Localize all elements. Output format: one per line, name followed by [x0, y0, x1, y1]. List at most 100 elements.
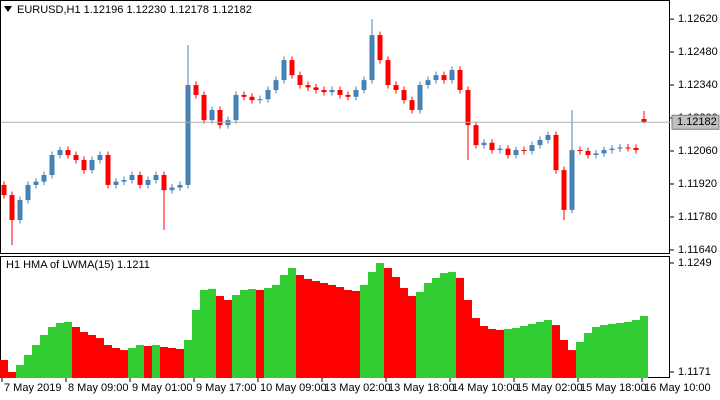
candle-body: [529, 145, 535, 151]
histogram-bar: [528, 323, 536, 378]
candle-body: [1, 184, 7, 196]
indicator-title: H1 HMA of LWMA(15) 1.1211: [6, 259, 150, 271]
candle-body: [377, 35, 383, 61]
histogram-bar: [224, 300, 232, 378]
candle-body: [401, 89, 407, 101]
candle-body: [313, 87, 319, 90]
candle-body: [169, 187, 175, 191]
histogram-bar: [504, 328, 512, 378]
candle-body: [289, 60, 295, 76]
y-tick-label: 1.11920: [678, 178, 717, 190]
histogram-bar: [624, 321, 632, 378]
y-tick-label: 1.11640: [678, 244, 717, 256]
histogram-bar: [256, 289, 264, 378]
histogram-bar: [520, 326, 528, 378]
histogram-bar: [512, 327, 520, 378]
histogram-bar: [104, 345, 112, 378]
histogram-bar: [24, 354, 32, 378]
candle-body: [625, 147, 631, 149]
candle-body: [433, 75, 439, 81]
histogram-bar: [264, 288, 272, 378]
price-label-box: [671, 114, 720, 130]
candle-body: [177, 184, 183, 188]
histogram-bar: [136, 345, 144, 378]
candle-body: [49, 155, 55, 176]
candle-body: [385, 60, 391, 86]
candle-body: [121, 179, 127, 182]
histogram-bar: [128, 347, 136, 378]
histogram-bar: [576, 341, 584, 378]
histogram-bar: [184, 339, 192, 378]
candle-body: [369, 35, 375, 81]
candle-body: [601, 150, 607, 154]
candle-body: [609, 148, 615, 151]
candle-body: [105, 155, 111, 185]
candle-body: [17, 199, 23, 221]
histogram-bar: [360, 284, 368, 378]
candle-body: [41, 175, 47, 182]
histogram-bar: [584, 333, 592, 378]
histogram-bar: [304, 278, 312, 378]
histogram-bar: [352, 290, 360, 378]
x-tick-label: 15 May 02:00: [516, 382, 583, 394]
histogram-bar: [336, 287, 344, 378]
x-tick-label: 15 May 18:00: [580, 382, 647, 394]
candle-body: [297, 75, 303, 86]
candle-body: [353, 89, 359, 97]
histogram-bar: [8, 371, 16, 378]
histogram-bar: [608, 323, 616, 378]
histogram-bar: [392, 276, 400, 378]
histogram-bar: [152, 345, 160, 378]
x-tick-label: 16 May 10:00: [644, 382, 711, 394]
histogram-bar: [600, 325, 608, 378]
candle-body: [505, 148, 511, 156]
histogram-bar: [408, 295, 416, 378]
x-tick-label: 10 May 09:00: [260, 382, 327, 394]
histogram-bar: [160, 346, 168, 378]
candle-body: [9, 195, 15, 221]
histogram-bar: [232, 294, 240, 378]
y-tick-label: 1.11780: [678, 211, 717, 223]
histogram-bar: [432, 277, 440, 378]
candle-body: [97, 155, 103, 160]
candle-body: [265, 89, 271, 100]
candle-body: [281, 60, 287, 81]
candle-body: [337, 89, 343, 95]
histogram-bar: [616, 322, 624, 378]
histogram-bar: [296, 275, 304, 378]
histogram-bar: [16, 365, 24, 378]
candle-body: [257, 99, 263, 101]
chart-title: EURUSD,H1 1.12196 1.12230 1.12178 1.1218…: [17, 4, 252, 16]
histogram-bar: [280, 275, 288, 378]
histogram-bar: [344, 289, 352, 378]
candle-body: [33, 181, 39, 185]
candle-body: [513, 150, 519, 156]
histogram-bar: [560, 339, 568, 378]
y-tick-label: 1.1171: [678, 366, 711, 378]
candle-body: [193, 85, 199, 95]
candle-body: [641, 118, 647, 123]
histogram-bar: [424, 282, 432, 378]
candle-body: [137, 175, 143, 185]
histogram-bar: [488, 328, 496, 378]
candle-body: [233, 94, 239, 121]
histogram-bar: [240, 289, 248, 378]
histogram-bar: [440, 273, 448, 378]
histogram-bar: [120, 350, 128, 378]
histogram-bar: [56, 322, 64, 378]
histogram-bar: [144, 345, 152, 378]
histogram-bar: [192, 309, 200, 378]
histogram-bar: [400, 288, 408, 378]
histogram-bar: [176, 348, 184, 378]
histogram-bar: [0, 359, 8, 378]
candle-body: [241, 94, 247, 97]
y-tick-label: 1.12340: [678, 79, 718, 91]
candle-body: [73, 155, 79, 160]
price-panel: [0, 0, 670, 254]
candle-body: [537, 139, 543, 146]
histogram-bar: [248, 288, 256, 378]
menu-arrow[interactable]: [4, 6, 12, 12]
histogram-bar: [464, 300, 472, 378]
histogram-bar: [112, 347, 120, 378]
candle-body: [425, 80, 431, 86]
